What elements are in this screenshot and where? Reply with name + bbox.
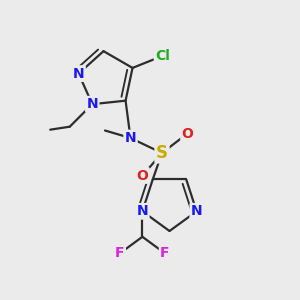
Text: N: N <box>73 67 84 81</box>
Text: N: N <box>125 131 136 145</box>
Text: F: F <box>160 246 170 260</box>
Text: O: O <box>182 127 194 140</box>
Text: N: N <box>136 204 148 218</box>
Text: F: F <box>115 246 124 260</box>
Text: Cl: Cl <box>155 49 170 63</box>
Text: O: O <box>136 169 148 182</box>
Text: N: N <box>86 97 98 111</box>
Text: S: S <box>156 144 168 162</box>
Text: N: N <box>191 204 203 218</box>
